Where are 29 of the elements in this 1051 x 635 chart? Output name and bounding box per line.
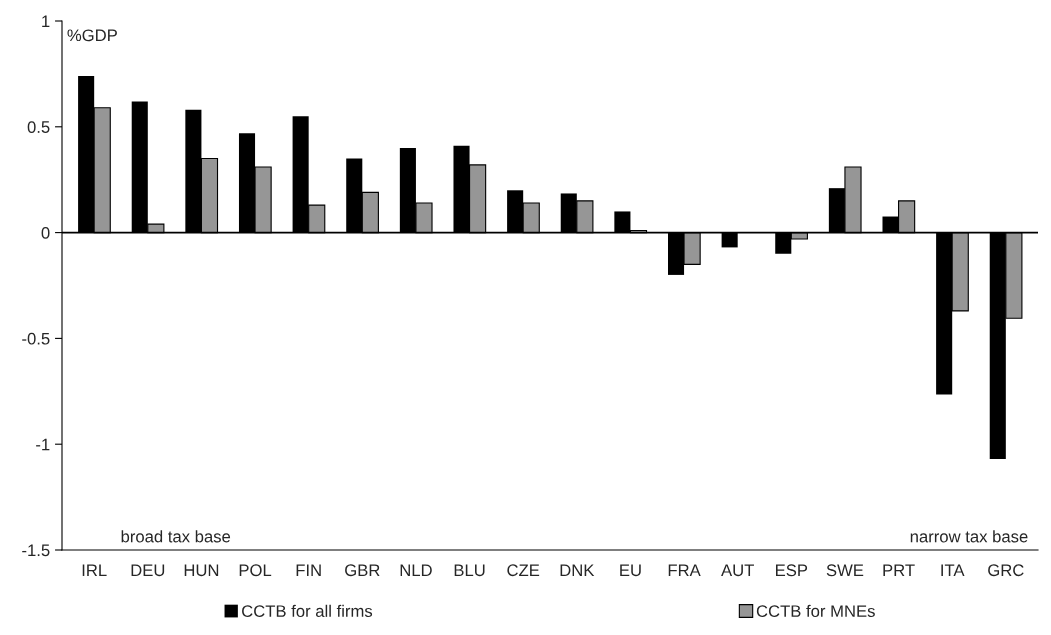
legend-label: CCTB for MNEs xyxy=(756,604,875,618)
y-tick-label: -1 xyxy=(36,438,50,451)
x-tick-label: ESP xyxy=(776,564,808,577)
x-tick-label: FRA xyxy=(668,564,701,576)
legend-label: CCTB for all firms xyxy=(242,604,373,618)
y-tick-label: 0 xyxy=(41,227,50,239)
x-tick-label: SWE xyxy=(826,564,864,577)
x-tick-label: IRL xyxy=(82,564,107,576)
x-tick-label: BLU xyxy=(454,564,485,577)
annotation: broad tax base xyxy=(121,530,231,543)
y-axis-title: %GDP xyxy=(67,29,117,42)
x-tick-label: GBR xyxy=(345,564,380,577)
y-tick-label: -0.5 xyxy=(22,332,50,345)
x-tick-label: NLD xyxy=(400,564,432,576)
x-tick-label: ITA xyxy=(941,564,965,576)
y-tick-label: -1.5 xyxy=(22,544,50,557)
x-tick-label: HUN xyxy=(184,564,219,577)
x-tick-label: EU xyxy=(620,564,641,577)
x-tick-label: AUT xyxy=(721,564,754,577)
y-tick-label: 0.5 xyxy=(27,121,50,133)
x-tick-label: GRC xyxy=(988,564,1024,577)
x-tick-label: CZE xyxy=(507,564,540,577)
x-tick-label: POL xyxy=(239,564,272,577)
y-tick-label: 1 xyxy=(42,15,50,28)
annotation: narrow tax base xyxy=(910,530,1028,543)
x-tick-label: PRT xyxy=(883,564,915,576)
x-tick-label: DNK xyxy=(560,564,595,576)
x-tick-label: DEU xyxy=(131,564,165,577)
x-tick-label: FIN xyxy=(296,564,321,576)
